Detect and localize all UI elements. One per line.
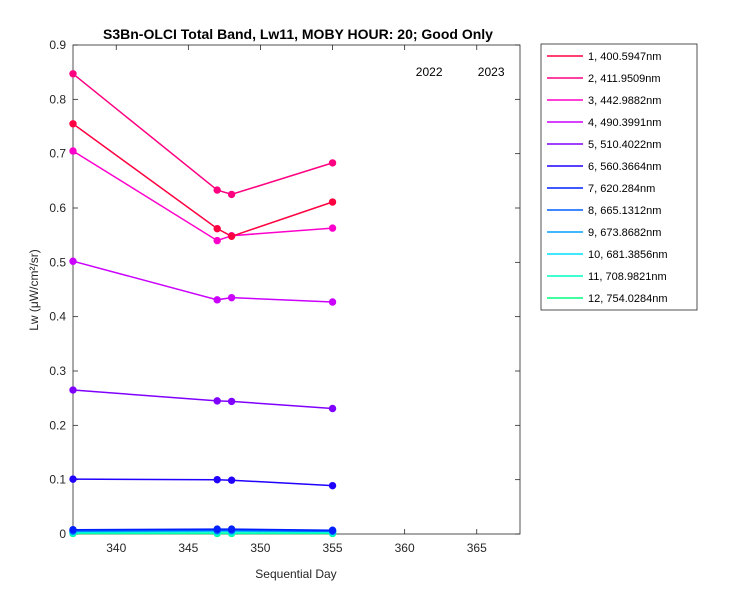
x-tick-label: 345 [178, 541, 198, 555]
y-tick-label: 0.4 [49, 310, 66, 324]
data-point [328, 404, 337, 413]
series-line [72, 529, 333, 533]
data-point [328, 481, 337, 490]
series-line [72, 528, 333, 531]
data-point [213, 525, 221, 533]
year-annotation: 2022 [416, 65, 443, 79]
y-tick-label: 0.8 [49, 92, 66, 106]
legend-entry: 4, 490.3991nm [588, 117, 661, 129]
series-line [72, 260, 333, 303]
y-tick-label: 0.7 [49, 147, 66, 161]
legend-entry: 5, 510.4022nm [588, 139, 661, 151]
x-axis-label: Sequential Day [255, 567, 336, 581]
data-point [69, 120, 77, 128]
data-point [213, 186, 221, 194]
data-point [69, 70, 77, 78]
chart-title: S3Bn-OLCI Total Band, Lw11, MOBY HOUR: 2… [103, 26, 493, 42]
y-axis-label: Lw (μW/cm²/sr) [27, 249, 41, 331]
data-point [213, 397, 221, 405]
year-annotation: 2023 [478, 65, 505, 79]
series-line [72, 478, 333, 487]
data-point [328, 298, 337, 306]
data-point [227, 397, 236, 406]
axes-box [72, 44, 521, 535]
data-point [69, 475, 77, 483]
legend-entry: 8, 665.1312nm [588, 205, 661, 217]
y-tick-label: 0.1 [49, 473, 66, 487]
data-point [328, 224, 337, 232]
y-tick-label: 0.6 [49, 201, 66, 215]
data-point [227, 232, 236, 240]
y-tick-label: 0.2 [49, 418, 66, 432]
legend-entry: 2, 411.9509nm [588, 73, 661, 85]
series-line [72, 150, 333, 242]
data-point [227, 190, 236, 199]
data-point [227, 476, 236, 484]
legend-entry: 12, 754.0284nm [588, 293, 668, 305]
series-line [72, 123, 333, 238]
x-tick-label: 340 [106, 541, 126, 555]
series-line [72, 73, 333, 196]
legend-entry: 11, 708.9821nm [588, 271, 667, 283]
legend-entry: 7, 620.284nm [588, 183, 655, 195]
data-point [69, 147, 77, 155]
y-tick-label: 0.3 [49, 364, 66, 378]
data-point [213, 475, 221, 484]
legend-entry: 1, 400.5947nm [588, 51, 661, 63]
y-tick-label: 0.9 [49, 38, 66, 52]
data-point [227, 293, 236, 302]
x-tick-label: 365 [467, 541, 487, 555]
data-point [213, 236, 221, 245]
data-point [328, 159, 337, 167]
data-point [328, 526, 337, 534]
data-point [213, 296, 221, 304]
legend-entry: 9, 673.8682nm [588, 227, 661, 239]
x-tick-label: 360 [395, 541, 415, 555]
data-point [328, 198, 337, 206]
legend-entry: 6, 560.3664nm [588, 161, 661, 173]
y-tick-label: 0 [59, 527, 66, 541]
x-tick-label: 350 [250, 541, 270, 555]
x-tick-label: 355 [323, 541, 343, 555]
data-point [69, 386, 77, 394]
plot-area: 340 345 350 355 360 365 0 0.1 0.2 0.3 0.4 0.5 0.6 0.7… [49, 38, 521, 555]
legend-entry: 10, 681.3856nm [588, 249, 668, 261]
y-tick-label: 0.5 [49, 255, 66, 269]
data-point [69, 257, 77, 265]
data-point [213, 224, 221, 233]
data-point [227, 525, 236, 533]
legend: 1, 400.5947nm 2, 411.9509nm 3, 442.9882nm 4… [540, 43, 698, 311]
legend-box [540, 43, 698, 311]
data-point [69, 525, 77, 534]
legend-entry: 3, 442.9882nm [588, 95, 661, 107]
series-line [72, 389, 333, 410]
